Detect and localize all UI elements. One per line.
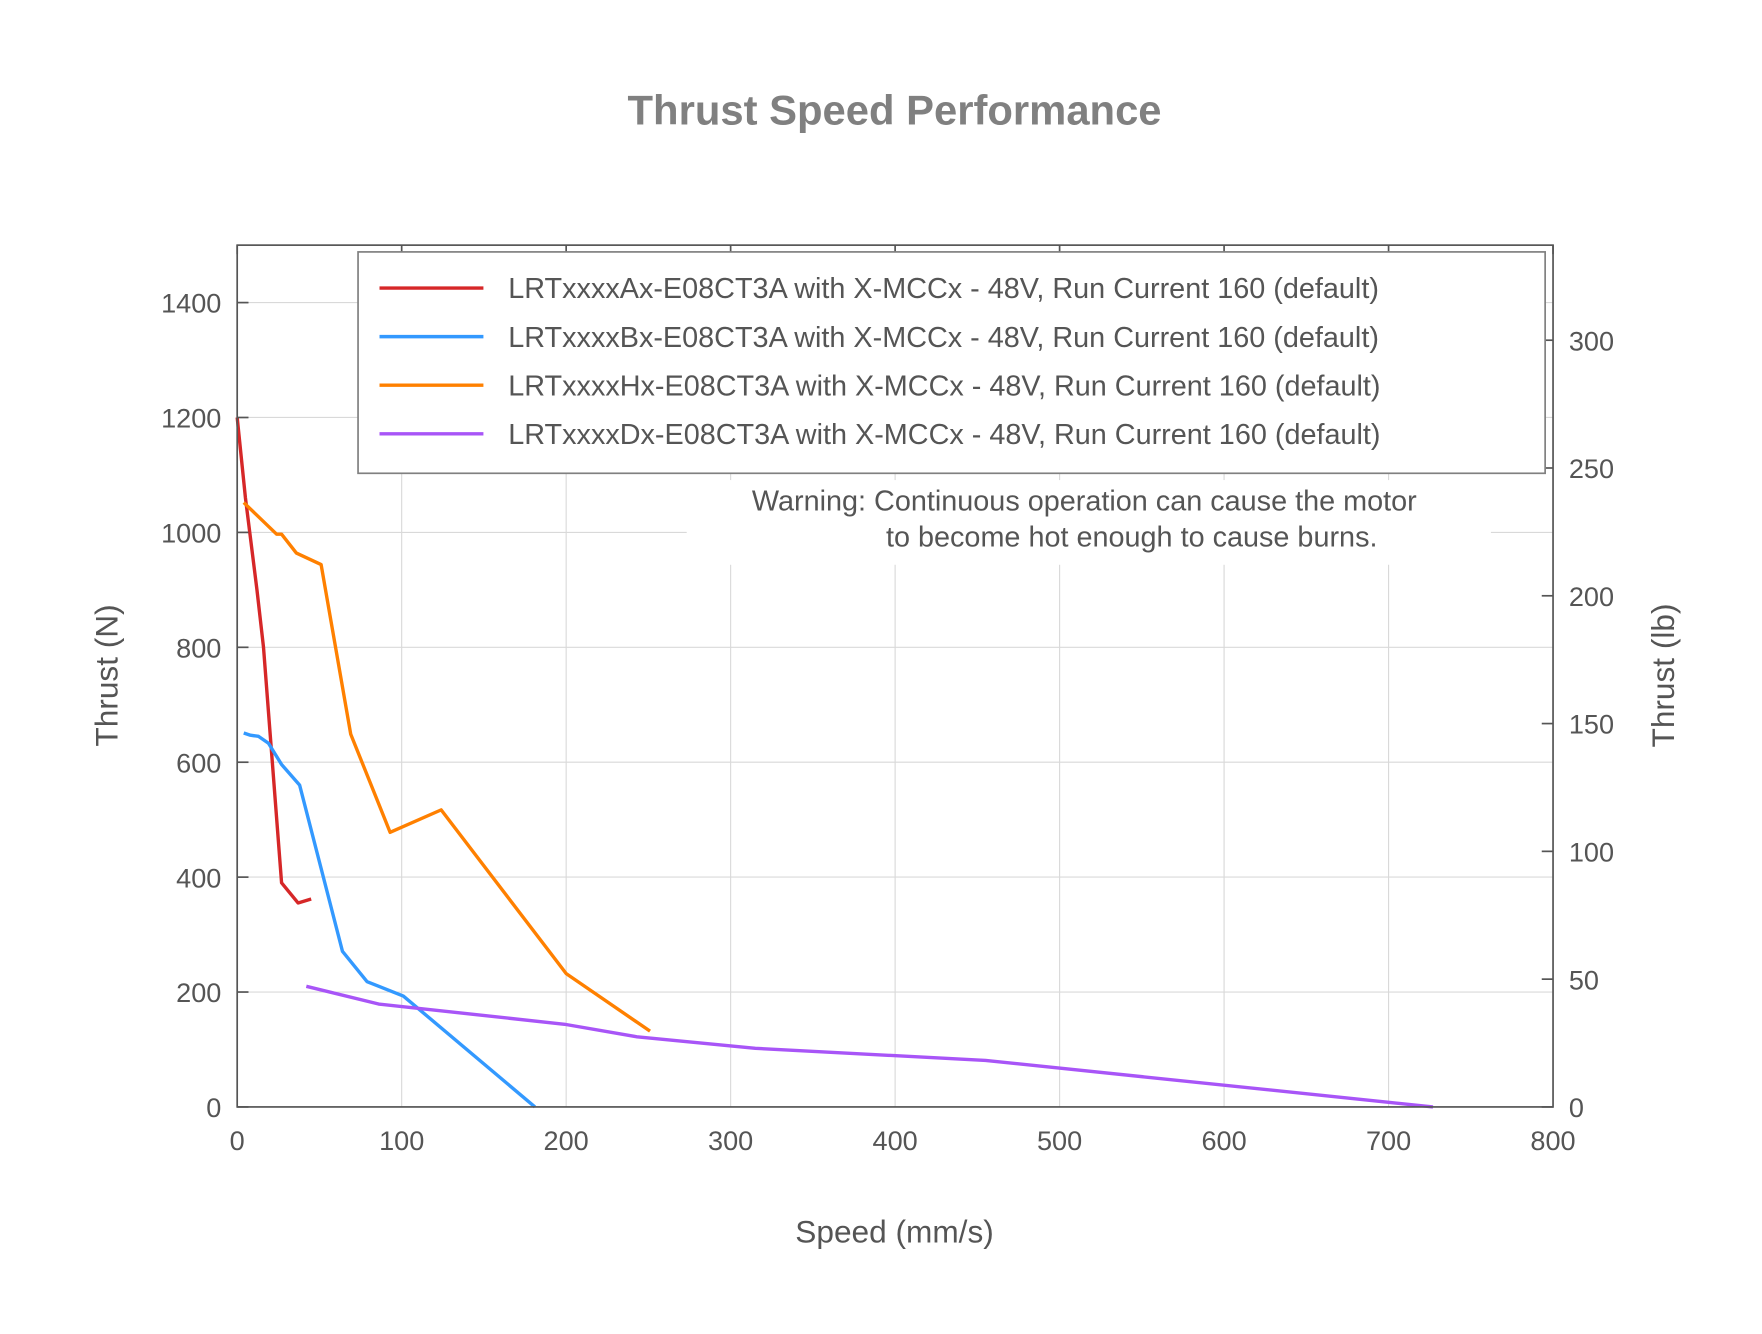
chart-title: Thrust Speed Performance xyxy=(628,86,1162,133)
y-tick-label: 1000 xyxy=(161,518,221,549)
series-line-3 xyxy=(305,984,1434,1109)
y2-tick-label: 100 xyxy=(1569,837,1614,868)
warning-annotation: Warning: Continuous operation can cause … xyxy=(686,480,1491,565)
x-tick-label: 300 xyxy=(708,1125,753,1156)
y2-tick-label: 0 xyxy=(1569,1092,1584,1123)
x-axis-label: Speed (mm/s) xyxy=(795,1213,994,1249)
x-tick-label: 0 xyxy=(230,1125,245,1156)
x-tick-label: 800 xyxy=(1530,1125,1575,1156)
warning-line-2: to become hot enough to cause burns. xyxy=(886,522,1378,554)
series-line-0 xyxy=(235,417,312,905)
series-line-1 xyxy=(243,731,537,1109)
warning-line-1: Warning: Continuous operation can cause … xyxy=(752,486,1417,518)
y-tick-label: 600 xyxy=(176,747,221,778)
y-tick-label: 200 xyxy=(176,977,221,1008)
y-tick-label: 400 xyxy=(176,862,221,893)
y-tick-label: 0 xyxy=(206,1092,221,1123)
y-tick-label: 1200 xyxy=(161,403,221,434)
x-tick-label: 600 xyxy=(1201,1125,1246,1156)
y2-tick-label: 300 xyxy=(1569,325,1614,356)
y2-tick-label: 200 xyxy=(1569,581,1614,612)
y2-axis-label: Thrust (lb) xyxy=(1645,603,1681,747)
y2-tick-label: 250 xyxy=(1569,453,1614,484)
legend-entry: LRTxxxxBx-E08CT3A with X-MCCx - 48V, Run… xyxy=(508,322,1379,354)
series-line-2 xyxy=(242,501,651,1033)
y-tick-label: 800 xyxy=(176,632,221,663)
y-axis-label: Thrust (N) xyxy=(88,604,124,746)
axis-ticks: 0 100 200 300 400 500 600 700 800020040060080010… xyxy=(161,245,1614,1156)
y2-tick-label: 50 xyxy=(1569,964,1599,995)
legend-entry: LRTxxxxAx-E08CT3A with X-MCCx - 48V, Run… xyxy=(508,273,1379,305)
series-lines xyxy=(235,417,1434,1109)
legend-entry: LRTxxxxDx-E08CT3A with X-MCCx - 48V, Run… xyxy=(508,419,1380,451)
x-tick-label: 400 xyxy=(873,1125,918,1156)
legend-entry: LRTxxxxHx-E08CT3A with X-MCCx - 48V, Run… xyxy=(508,370,1380,402)
x-tick-label: 200 xyxy=(544,1125,589,1156)
y2-tick-label: 150 xyxy=(1569,709,1614,740)
x-tick-label: 500 xyxy=(1037,1125,1082,1156)
x-tick-label: 700 xyxy=(1366,1125,1411,1156)
x-tick-label: 100 xyxy=(379,1125,424,1156)
legend: LRTxxxxAx-E08CT3A with X-MCCx - 48V, Run… xyxy=(357,251,1546,475)
y-tick-label: 1400 xyxy=(161,288,221,319)
